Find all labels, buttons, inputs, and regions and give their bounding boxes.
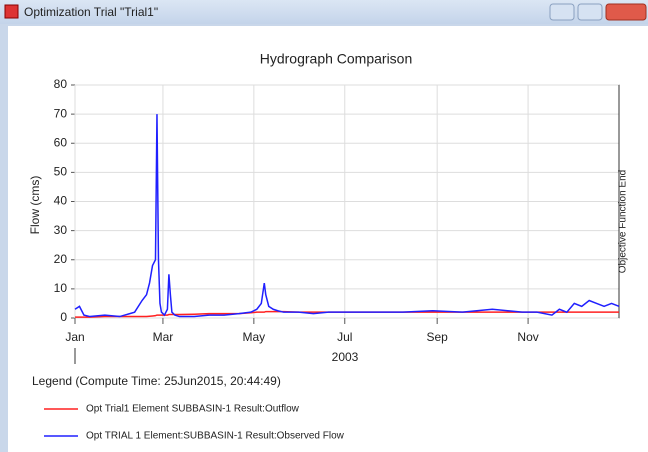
y-tick-label: 50 [54,165,68,179]
annotation: Objective Function End [618,170,629,273]
legend-title: Legend (Compute Time: 25Jun2015, 20:44:4… [32,374,281,388]
x-tick-label: Jul [337,330,352,344]
x-tick-label: Jan [65,330,84,344]
app-icon [4,4,19,19]
minimize-button[interactable] [549,3,575,21]
x-tick-label: Mar [153,330,174,344]
y-axis-label: Flow (cms) [28,176,42,235]
chart-title: Hydrograph Comparison [260,51,413,67]
x-tick-label: May [243,330,266,344]
legend-label: Opt Trial1 Element SUBBASIN-1 Result:Out… [86,404,300,415]
close-button[interactable] [605,3,647,21]
window-title: Optimization Trial "Trial1" [24,5,158,19]
y-tick-label: 40 [54,194,68,208]
y-tick-label: 0 [60,310,67,324]
series-line [75,310,619,318]
y-tick-label: 10 [54,281,68,295]
title-bar [0,0,648,24]
x-axis-label: 2003 [332,350,359,364]
y-tick-label: 80 [54,77,68,91]
series-line [74,114,620,318]
y-tick-label: 60 [54,135,68,149]
y-tick-label: 30 [54,223,68,237]
legend-label: Opt TRIAL 1 Element:SUBBASIN-1 Result:Ob… [86,431,345,442]
y-tick-label: 70 [54,106,68,120]
x-tick-label: Sep [426,330,448,344]
y-tick-label: 20 [54,252,68,266]
maximize-button[interactable] [577,3,603,21]
x-tick-label: Nov [517,330,538,344]
